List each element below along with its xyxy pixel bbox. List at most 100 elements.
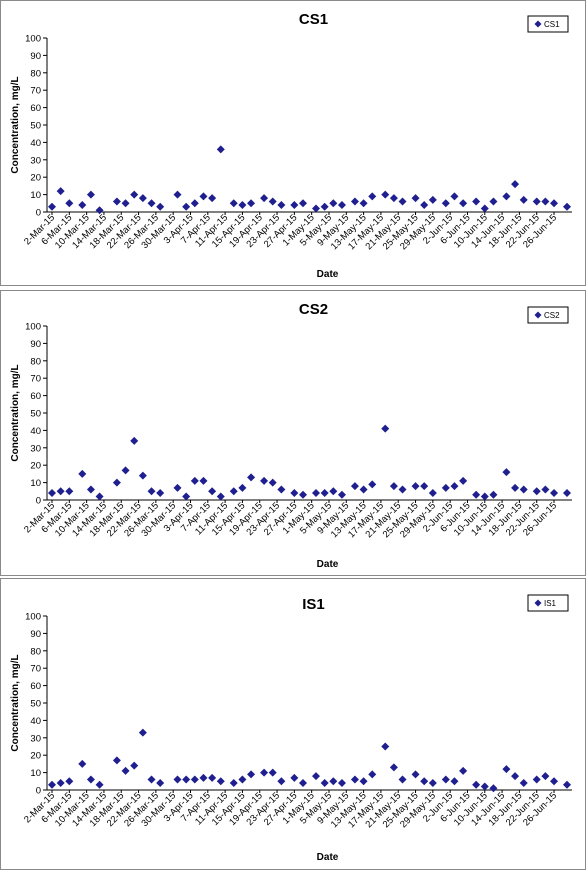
y-tick-label: 10 — [30, 190, 41, 201]
chart-cs2: CS2 CS201020304050607080901002-Mar-156-Ma… — [10, 301, 572, 570]
data-point — [208, 194, 217, 203]
data-point — [420, 201, 429, 210]
data-point — [86, 775, 95, 784]
data-point — [550, 199, 559, 208]
data-point — [459, 199, 468, 208]
data-point — [337, 779, 346, 788]
legend-label: IS1 — [544, 599, 557, 608]
data-point — [350, 775, 359, 784]
data-point — [441, 775, 450, 784]
y-tick-label: 20 — [30, 461, 41, 472]
chart-title: IS1 — [302, 596, 325, 613]
data-point — [502, 468, 511, 477]
data-point — [190, 199, 199, 208]
data-point — [78, 759, 87, 768]
data-point — [428, 489, 437, 498]
data-point — [260, 476, 269, 485]
y-tick-label: 10 — [30, 768, 41, 779]
data-point — [299, 490, 308, 499]
data-point — [247, 199, 256, 208]
data-point — [359, 485, 368, 494]
data-point — [238, 775, 247, 784]
data-point — [86, 190, 95, 199]
data-point — [56, 779, 65, 788]
data-point — [65, 487, 74, 496]
data-point — [121, 466, 130, 475]
data-point — [182, 492, 191, 501]
data-point — [199, 476, 208, 485]
data-point — [147, 199, 156, 208]
data-point — [95, 206, 104, 215]
data-point — [216, 777, 225, 786]
data-point — [199, 773, 208, 782]
data-point — [459, 766, 468, 775]
data-point — [260, 194, 269, 203]
data-point — [472, 490, 481, 499]
data-point — [290, 489, 299, 498]
y-tick-label: 50 — [30, 409, 41, 420]
data-point — [389, 194, 398, 203]
data-point — [173, 483, 182, 492]
data-point — [182, 775, 191, 784]
data-point — [95, 492, 104, 501]
data-point — [398, 197, 407, 206]
data-point — [299, 779, 308, 788]
chart-panel-is1: IS1 IS1 0 10 20 30 40 50 60 70 80 90 100 2-Mar-15 6-Ma… — [0, 578, 586, 870]
data-point — [337, 490, 346, 499]
data-point — [156, 202, 165, 211]
data-point — [216, 492, 225, 501]
data-point — [519, 779, 528, 788]
data-point — [472, 197, 481, 206]
data-point — [489, 784, 498, 793]
y-axis-title: Concentration, mg/L — [10, 364, 21, 461]
data-point — [502, 765, 511, 774]
data-point — [480, 782, 489, 791]
chart-panel-cs1: CS1 CS1 0 10 20 30 40 50 60 70 80 90 100 2-Mar-15 6-Ma… — [0, 0, 586, 286]
data-point — [381, 424, 390, 433]
data-point — [480, 492, 489, 501]
x-axis-title: Date — [317, 559, 339, 570]
y-tick-label: 80 — [30, 68, 41, 79]
data-point — [411, 482, 420, 491]
y-tick-label: 20 — [30, 751, 41, 762]
data-point — [216, 145, 225, 154]
x-axis-title: Date — [317, 269, 339, 280]
x-axis-title: Date — [317, 852, 339, 863]
y-tick-label: 70 — [30, 664, 41, 675]
data-point — [190, 476, 199, 485]
data-point — [381, 190, 390, 199]
y-tick-label: 80 — [30, 646, 41, 657]
legend-box — [527, 306, 569, 324]
data-point — [138, 471, 147, 480]
data-point — [121, 766, 130, 775]
data-point — [78, 201, 87, 210]
y-tick-label: 30 — [30, 443, 41, 454]
chart-cs1: CS1 CS101020304050607080901002-Mar-156-Ma… — [10, 11, 572, 280]
data-point — [389, 482, 398, 491]
chart-panel-cs2: CS2 CS2 0 10 20 30 40 50 60 70 80 90 100 2-Mar-15 6-Ma… — [0, 290, 586, 576]
data-point — [450, 777, 459, 786]
chart-title: CS2 — [299, 301, 328, 318]
data-point — [441, 483, 450, 492]
y-tick-label: 0 — [36, 786, 41, 797]
data-point — [95, 780, 104, 789]
data-point — [65, 199, 74, 208]
data-point — [428, 779, 437, 788]
y-tick-label: 100 — [25, 34, 41, 45]
data-point — [268, 768, 277, 777]
data-point — [480, 204, 489, 213]
data-point — [238, 201, 247, 210]
y-tick-label: 50 — [30, 121, 41, 132]
data-point — [138, 194, 147, 203]
legend-box — [527, 594, 569, 612]
chart-is1: IS1 IS101020304050607080901002-Mar-156-Ma… — [10, 594, 572, 863]
data-point — [173, 775, 182, 784]
data-point — [420, 482, 429, 491]
data-point — [398, 775, 407, 784]
data-point — [411, 770, 420, 779]
data-point — [147, 487, 156, 496]
data-point — [329, 199, 338, 208]
data-point — [56, 487, 65, 496]
data-point — [238, 483, 247, 492]
y-tick-label: 50 — [30, 699, 41, 710]
